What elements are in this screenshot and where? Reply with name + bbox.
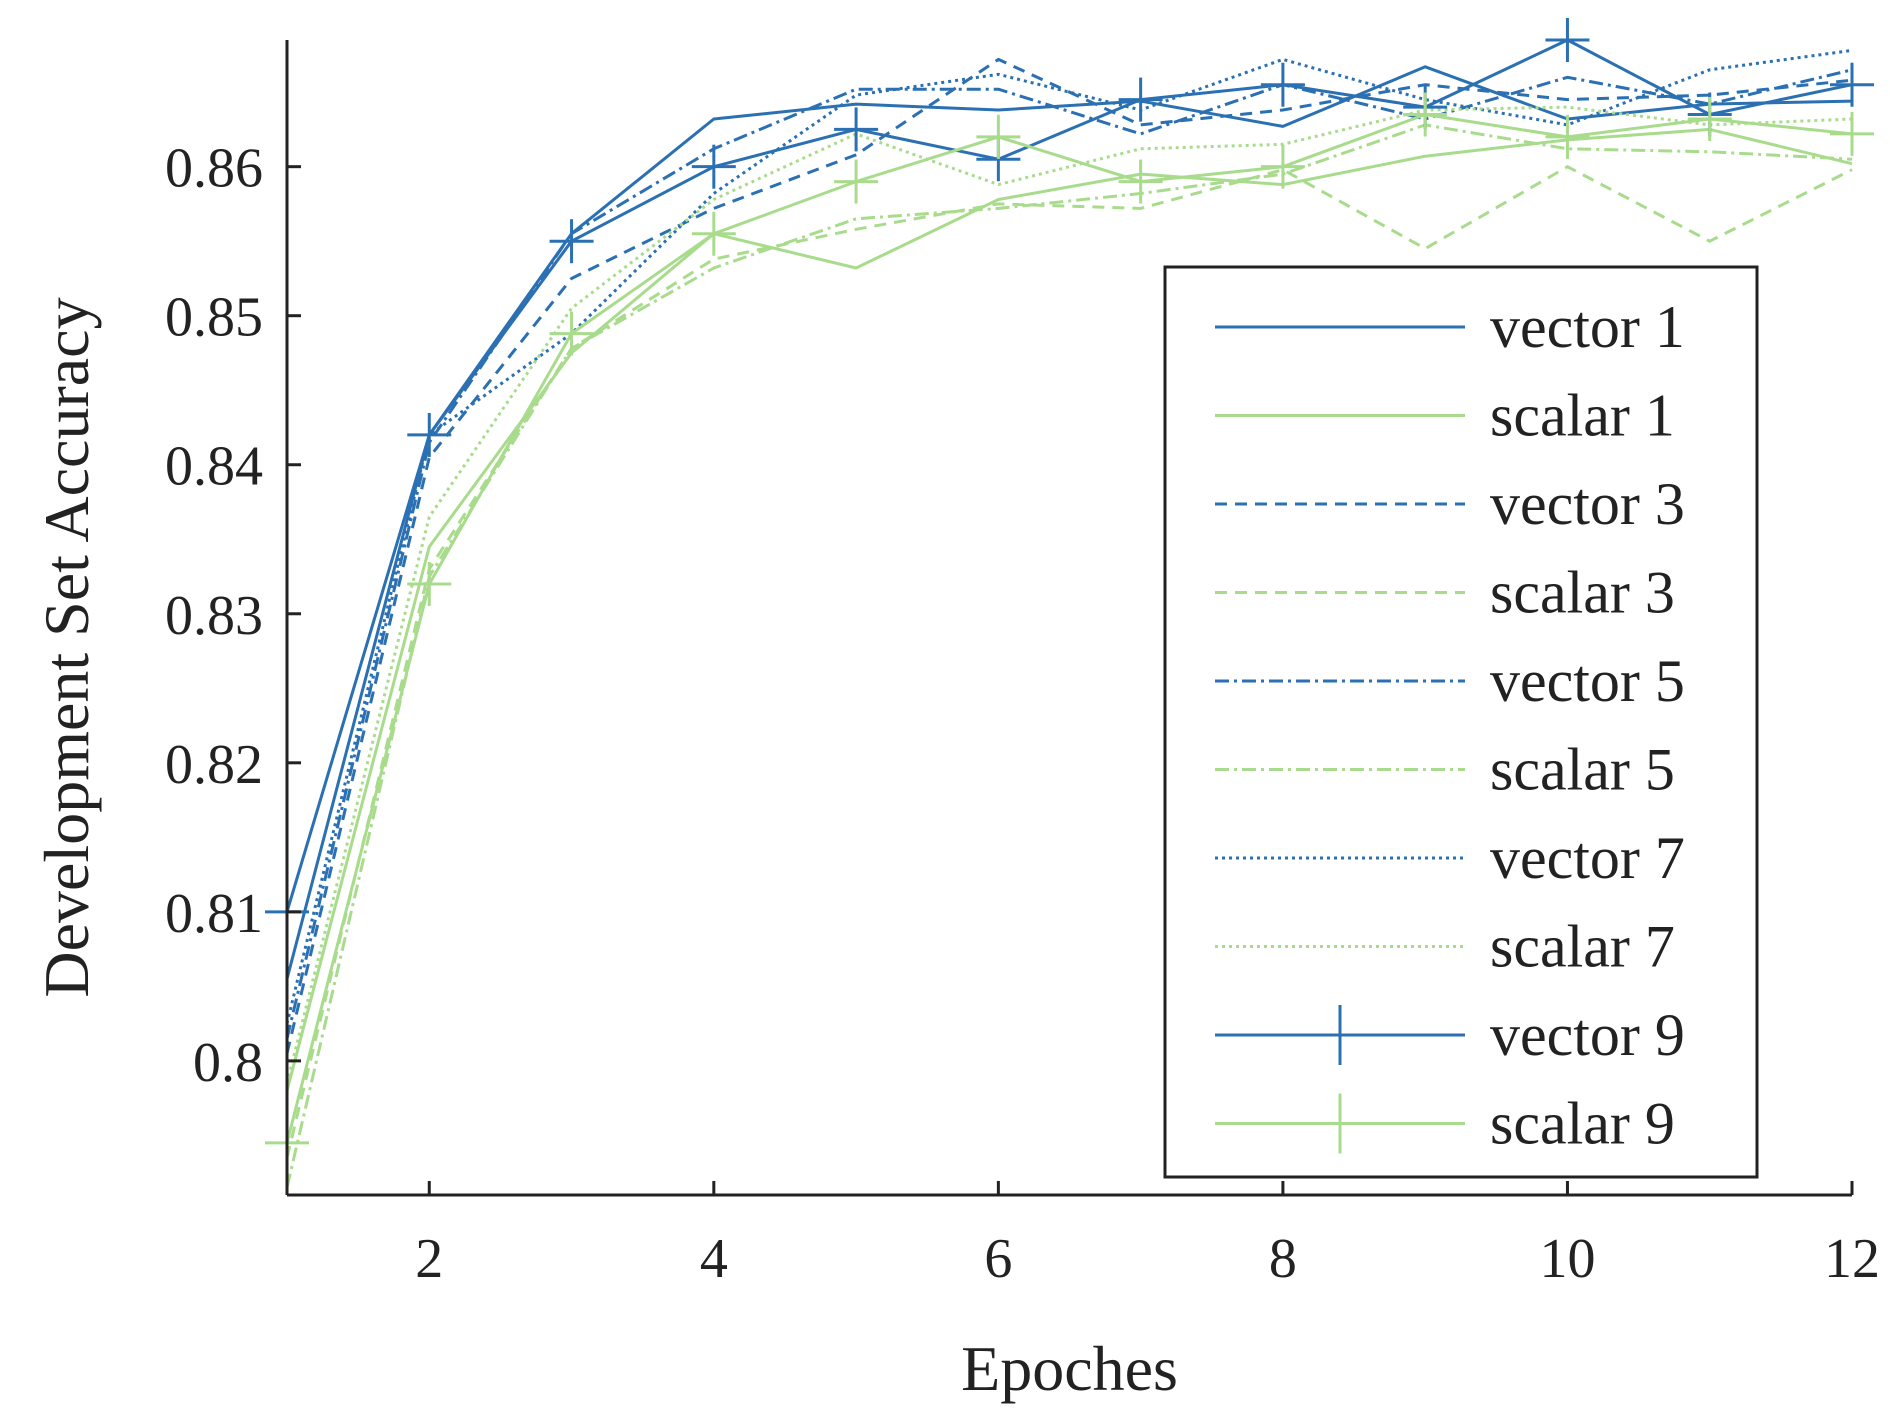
y-tick-label: 0.82 [165,734,263,796]
x-tick-label: 6 [984,1228,1012,1290]
legend-label-scalar-1: scalar 1 [1490,383,1675,449]
y-tick-label: 0.81 [165,883,263,945]
y-tick-label: 0.83 [165,585,263,647]
legend-label-scalar-3: scalar 3 [1490,560,1675,626]
y-tick-label: 0.84 [165,436,263,498]
x-tick-label: 12 [1824,1228,1880,1290]
y-tick-label: 0.86 [165,138,263,200]
legend-label-vector-3: vector 3 [1490,471,1685,537]
y-tick-label: 0.8 [193,1032,263,1094]
x-tick-label: 4 [700,1228,728,1290]
x-tick-label: 8 [1269,1228,1297,1290]
y-axis-title: Development Set Accuracy [31,297,102,997]
legend-label-scalar-9: scalar 9 [1490,1091,1675,1157]
legend-label-vector-7: vector 7 [1490,825,1685,891]
legend-label-scalar-7: scalar 7 [1490,914,1675,980]
legend-label-scalar-5: scalar 5 [1490,737,1675,803]
x-tick-label: 10 [1539,1228,1595,1290]
legend-label-vector-5: vector 5 [1490,648,1685,714]
legend-label-vector-1: vector 1 [1490,294,1685,360]
legend: vector 1 scalar 1 vector 3 scalar 3 vector 5… [1165,267,1757,1177]
x-axis-title: Epoches [961,1333,1178,1404]
legend-label-vector-9: vector 9 [1490,1002,1685,1068]
x-tick-label: 2 [415,1228,443,1290]
y-tick-label: 0.85 [165,287,263,349]
